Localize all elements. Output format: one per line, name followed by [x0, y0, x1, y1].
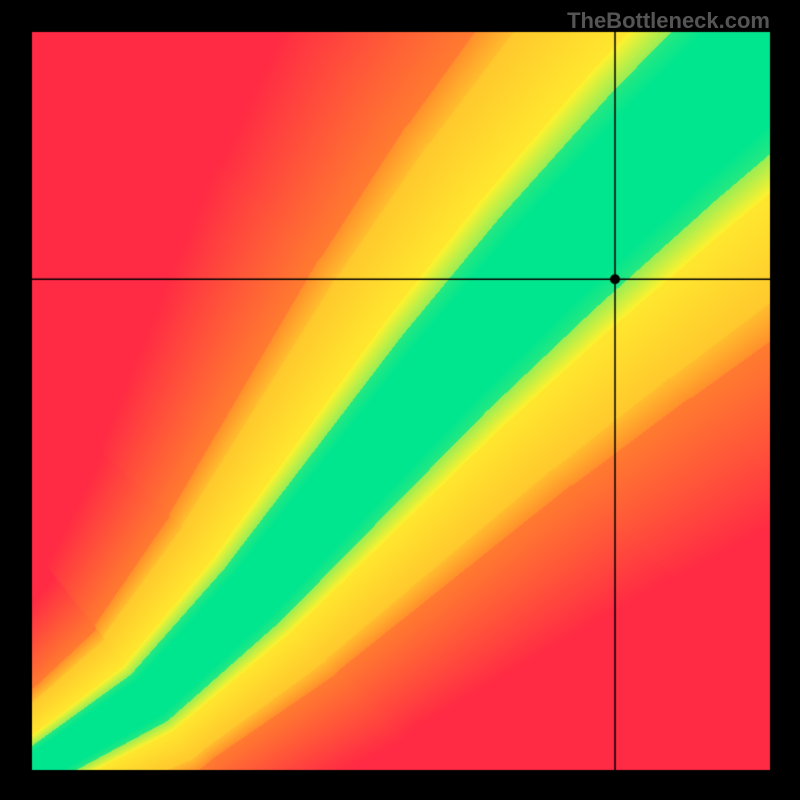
chart-container: TheBottleneck.com [0, 0, 800, 800]
watermark-text: TheBottleneck.com [567, 8, 770, 34]
bottleneck-heatmap [0, 0, 800, 800]
